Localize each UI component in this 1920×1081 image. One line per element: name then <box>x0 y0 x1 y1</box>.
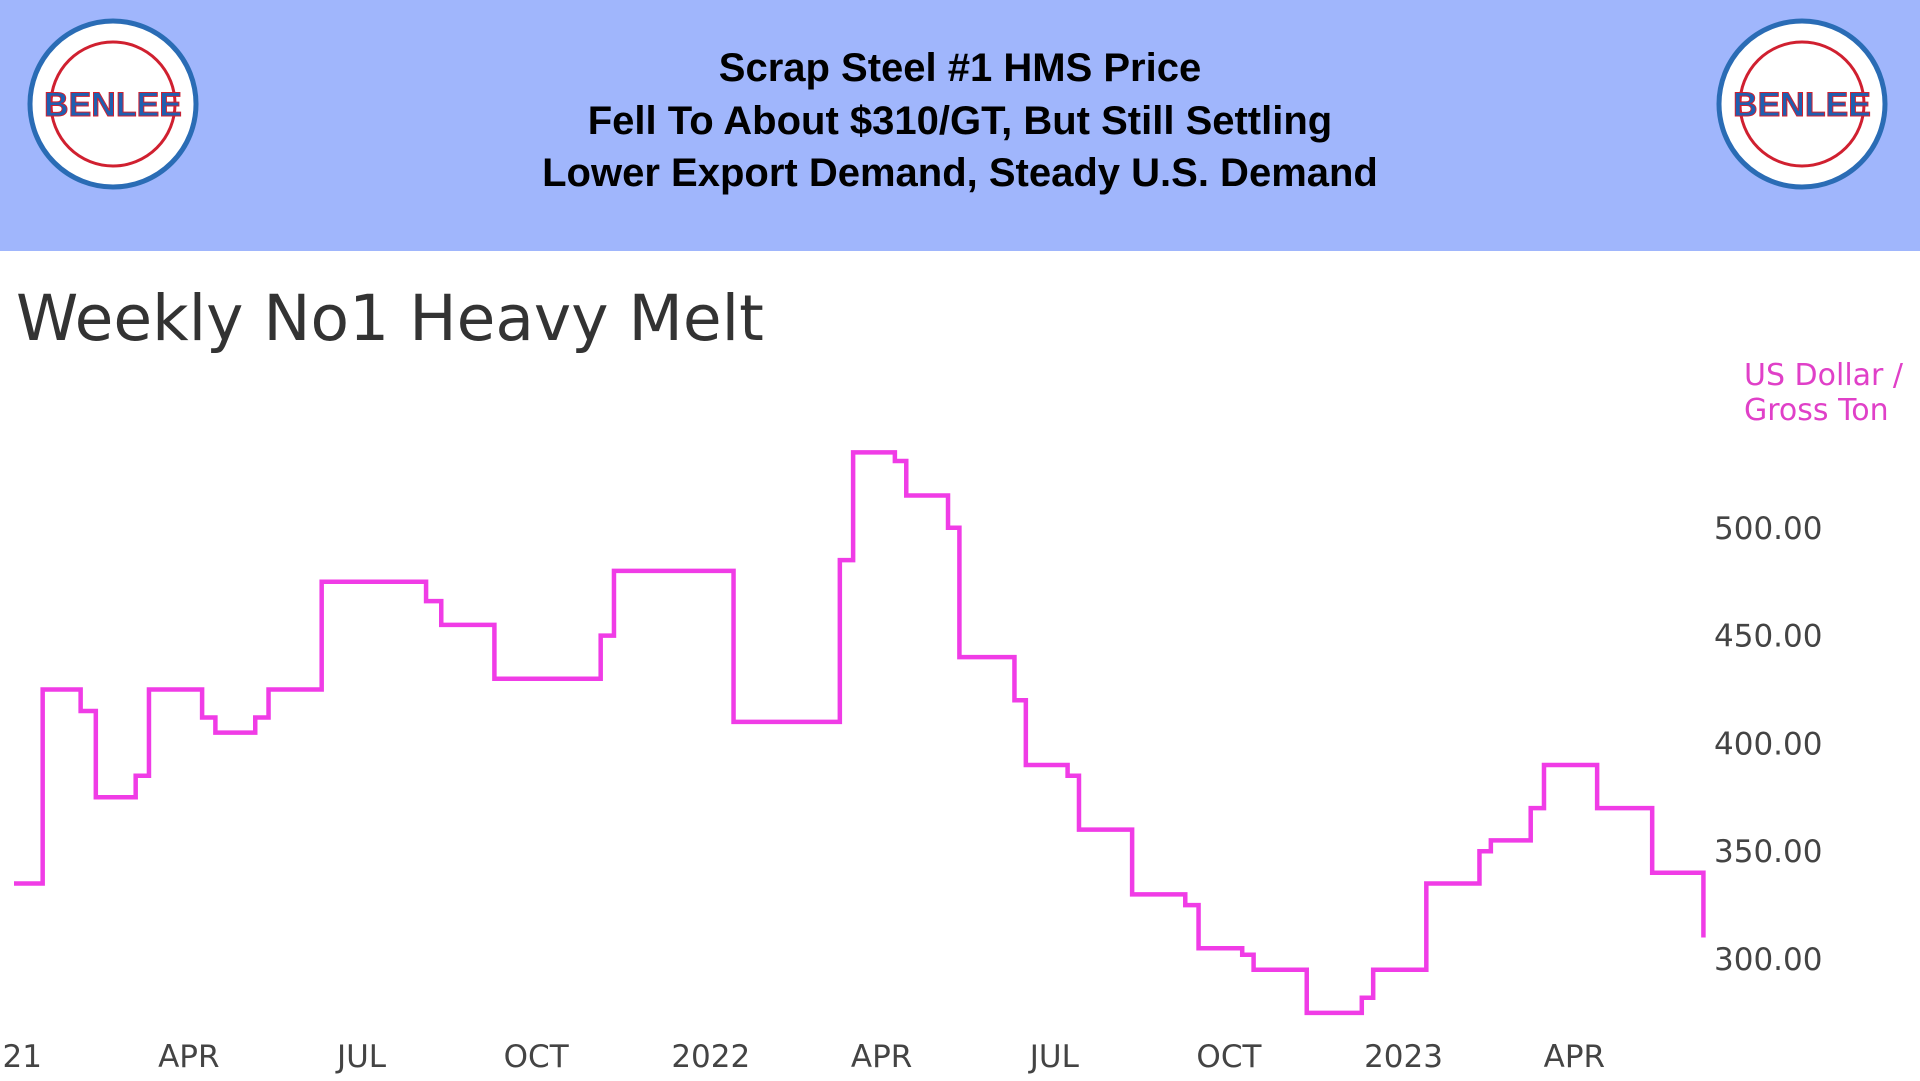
chart-title: Weekly No1 Heavy Melt <box>16 282 764 355</box>
headline-line-2: Fell To About $310/GT, But Still Settlin… <box>587 99 1333 143</box>
x-tick-label: APR <box>158 1039 219 1075</box>
price-series-line <box>14 450 1706 1016</box>
benlee-logo-left: BENLEE <box>27 18 199 190</box>
y-tick-label: 450.00 <box>1714 619 1822 655</box>
headline-line-1: Scrap Steel #1 HMS Price <box>718 46 1202 90</box>
x-tick-label: 2022 <box>671 1039 750 1075</box>
x-tick-label: OCT <box>1196 1039 1262 1075</box>
svg-text:BENLEE: BENLEE <box>1733 86 1871 124</box>
headline-line-3: Lower Export Demand, Steady U.S. Demand <box>542 151 1378 195</box>
y-axis-label-line-1: US Dollar / <box>1744 358 1904 393</box>
x-tick-label: OCT <box>504 1039 570 1075</box>
benlee-logo-right: BENLEE <box>1716 18 1888 190</box>
x-tick-label: JUL <box>335 1039 387 1075</box>
x-tick-label: APR <box>1544 1039 1605 1075</box>
y-tick-label: 500.00 <box>1714 511 1822 547</box>
x-tick-label: APR <box>851 1039 912 1075</box>
y-tick-label: 400.00 <box>1714 726 1822 762</box>
y-axis-label: US Dollar / Gross Ton <box>1744 358 1903 428</box>
header-banner: BENLEE Scrap Steel #1 HMS Price Fell To … <box>0 0 1920 251</box>
x-tick-label: 2023 <box>1364 1039 1443 1075</box>
y-tick-label: 300.00 <box>1714 942 1822 978</box>
x-tick-label: '21 <box>0 1039 42 1075</box>
y-axis-label-line-2: Gross Ton <box>1744 393 1889 428</box>
y-tick-label: 350.00 <box>1714 834 1822 870</box>
x-tick-label: JUL <box>1028 1039 1080 1075</box>
svg-text:BENLEE: BENLEE <box>44 86 182 124</box>
